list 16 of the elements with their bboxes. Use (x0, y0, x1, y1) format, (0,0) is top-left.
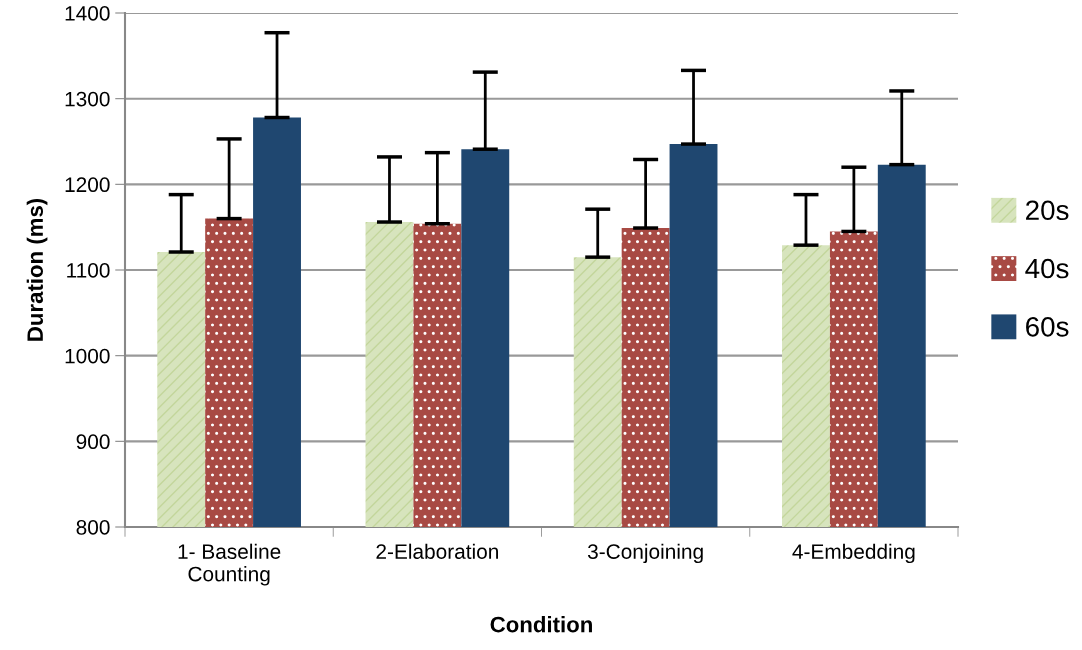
y-tick-label: 1300 (65, 91, 110, 107)
legend-label: 40s (1025, 258, 1069, 279)
x-tick-label: 2-Elaboration (376, 543, 498, 559)
x-tick-label: 1- Baseline Counting (178, 543, 281, 586)
x-tick-label: 3-Conjoining (587, 543, 703, 564)
x-tick-label: 4-Embedding (792, 543, 915, 564)
y-tick-label: 800 (76, 520, 110, 535)
y-axis-title: Duration (ms) (26, 198, 48, 341)
y-tick-label: 1000 (65, 348, 110, 364)
y-tick-label: 1400 (65, 6, 110, 21)
x-axis-title: Condition (490, 616, 592, 633)
y-tick-label: 1100 (67, 263, 110, 278)
y-tick-label: 1200 (65, 177, 110, 193)
legend-label: 20s (1026, 200, 1069, 221)
legend-label: 60s (1026, 316, 1069, 337)
y-tick-label: 900 (76, 434, 110, 450)
